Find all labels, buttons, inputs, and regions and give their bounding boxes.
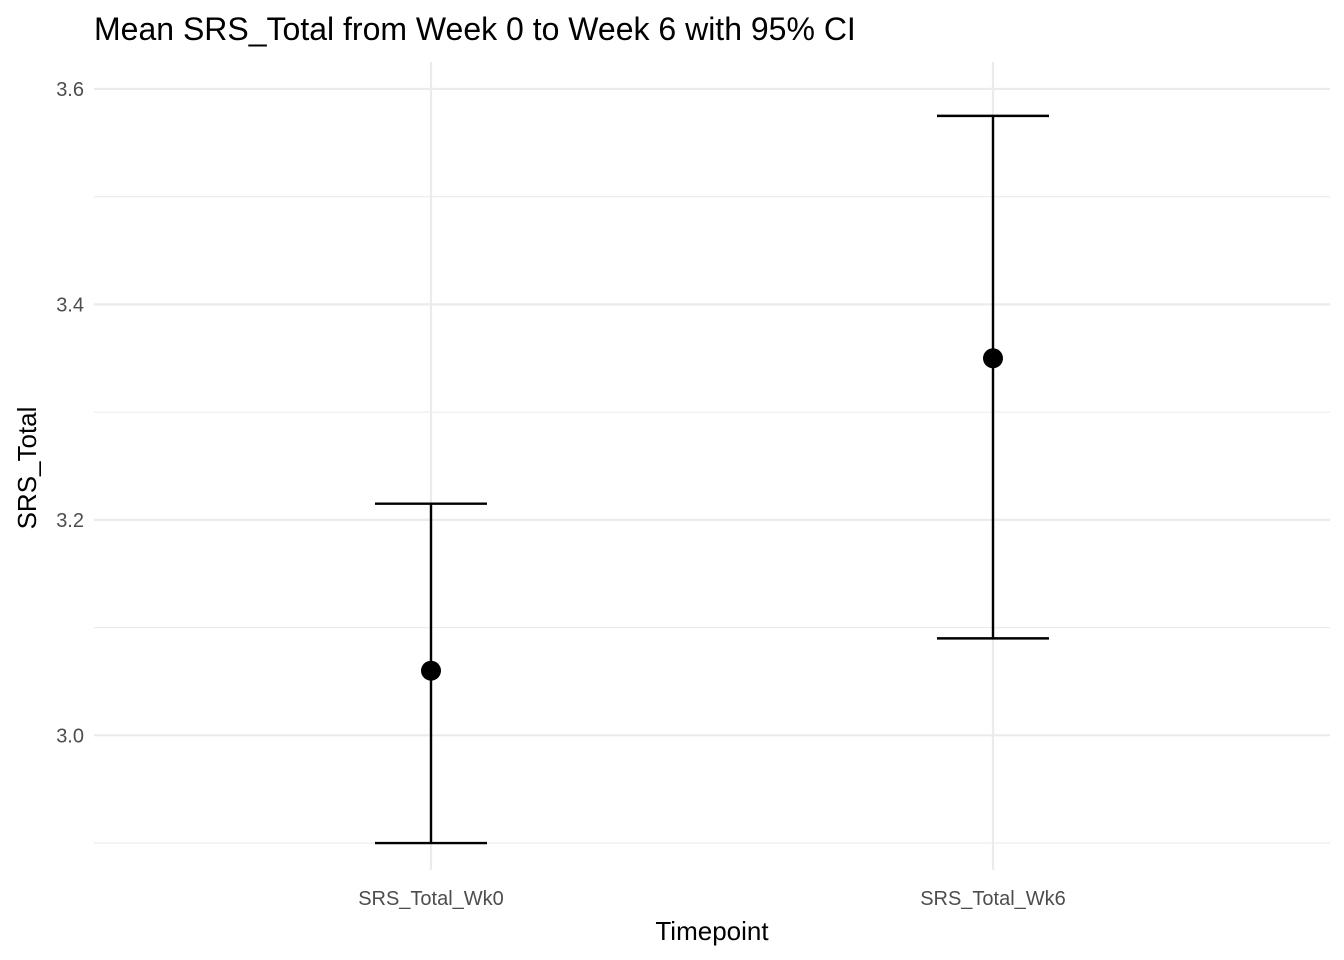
errorbar-SRS_Total_Wk0 bbox=[375, 502, 487, 845]
x-axis-ticks: SRS_Total_Wk0 SRS_Total_Wk6 bbox=[358, 888, 1066, 910]
y-tick-label-2: 3.4 bbox=[56, 294, 84, 316]
mean-point-1 bbox=[983, 348, 1003, 369]
y-tick-label-3: 3.6 bbox=[56, 79, 84, 101]
chart-title: Mean SRS_Total from Week 0 to Week 6 wit… bbox=[94, 11, 856, 47]
major-gridlines bbox=[94, 62, 1330, 870]
y-axis-ticks: 3.0 3.2 3.4 3.6 bbox=[56, 79, 84, 747]
y-tick-label-0: 3.0 bbox=[56, 725, 84, 747]
y-tick-label-1: 3.2 bbox=[56, 510, 84, 532]
mean-point-0 bbox=[421, 660, 441, 681]
minor-gridlines bbox=[94, 196, 1330, 844]
x-tick-label-1: SRS_Total_Wk6 bbox=[920, 888, 1066, 910]
x-tick-label-0: SRS_Total_Wk0 bbox=[358, 888, 504, 910]
x-axis-title: Timepoint bbox=[655, 916, 769, 946]
y-axis-title: SRS_Total bbox=[12, 407, 42, 530]
errorbar-SRS_Total_Wk6 bbox=[937, 114, 1049, 640]
error-bars bbox=[375, 114, 1049, 845]
